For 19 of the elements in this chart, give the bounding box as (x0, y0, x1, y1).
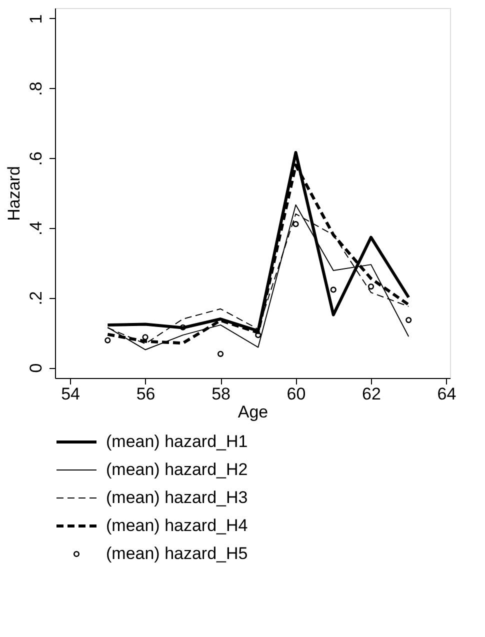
y-axis-title: Hazard (4, 166, 24, 221)
x-axis-title: Age (238, 402, 268, 422)
x-tick-label: 56 (136, 384, 156, 404)
legend-label: (mean) hazard_H2 (106, 460, 248, 479)
x-tick-label: 54 (61, 384, 80, 404)
legend-label: (mean) hazard_H3 (106, 488, 248, 507)
y-tick-label: .6 (26, 152, 46, 166)
x-tick-label: 62 (362, 384, 381, 404)
legend-label: (mean) hazard_H1 (106, 432, 248, 451)
legend-label: (mean) hazard_H5 (106, 544, 248, 563)
y-tick-label: .8 (26, 82, 46, 96)
y-tick-label: .4 (26, 221, 46, 236)
y-tick-label: 1 (26, 14, 46, 24)
y-tick-label: .2 (26, 291, 46, 306)
x-tick-label: 58 (212, 384, 230, 404)
legend-label: (mean) hazard_H4 (106, 516, 248, 535)
x-tick-label: 64 (437, 384, 456, 404)
x-tick-label: 60 (286, 384, 306, 404)
y-tick-label: 0 (26, 363, 46, 373)
